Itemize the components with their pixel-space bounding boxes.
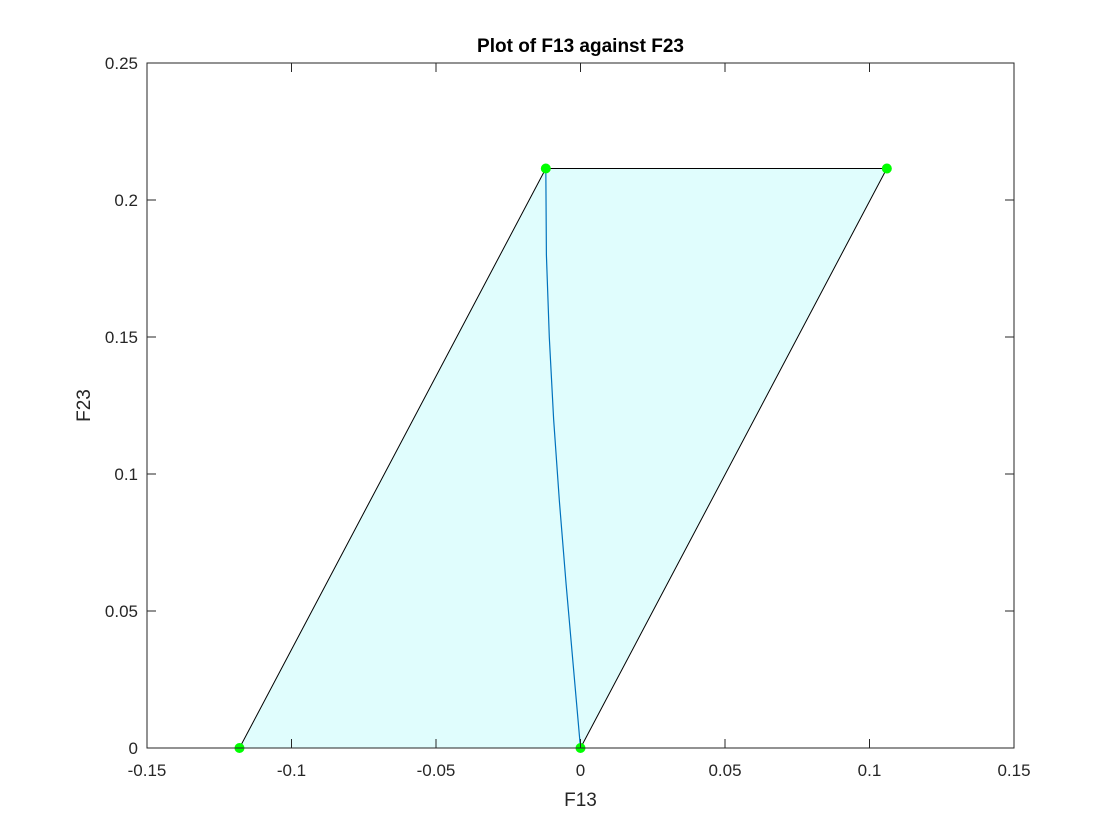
x-tick-label: 0.05 [708,761,741,780]
x-tick-label: -0.1 [277,761,306,780]
x-axis-label: F13 [564,790,597,811]
y-tick-label: 0.15 [105,328,138,347]
y-tick-label: 0.05 [105,602,138,621]
chart-title: Plot of F13 against F23 [477,36,684,57]
data-point-marker [540,163,551,174]
x-tick-label: -0.15 [128,761,167,780]
x-tick-label: 0.1 [858,761,882,780]
y-tick-label: 0 [129,739,138,758]
curve-line [545,168,582,749]
y-axis-label: F23 [74,389,95,422]
x-tick-label: 0 [576,761,585,780]
data-point-marker [881,163,892,174]
y-tick-label: 0.2 [114,191,138,210]
y-tick-label: 0.1 [114,465,138,484]
axis-ticks: -0.15 -0.1 -0.05 0 0.05 0.1 0.15 0 0.05 0.1 0.15 0.… [105,54,1031,780]
x-tick-label: 0.15 [997,761,1030,780]
y-tick-label: 0.25 [105,54,138,73]
x-tick-label: -0.05 [417,761,456,780]
